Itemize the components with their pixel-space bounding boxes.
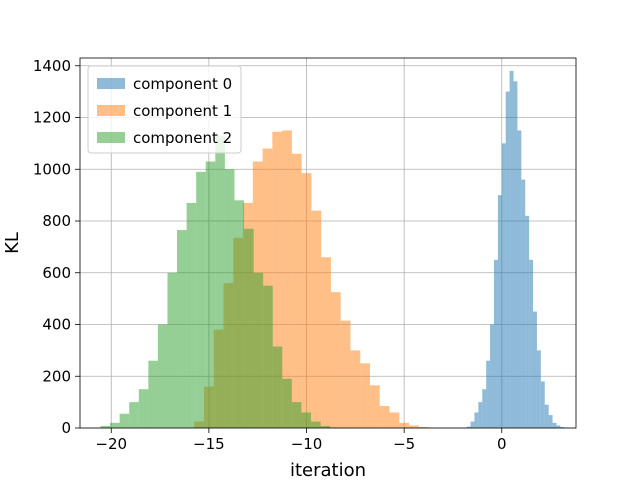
histogram-bar [186,202,197,428]
histogram-bar [505,91,510,429]
histogram-bar [497,195,502,428]
histogram-bar [167,272,178,428]
histogram-bar [282,378,292,428]
histogram-bar [263,285,273,428]
histogram-bar [379,406,390,428]
y-tick-label: 200 [42,367,71,385]
y-tick-label: 800 [42,212,71,230]
histogram-bar [369,385,380,428]
histogram-bar [470,421,475,428]
histogram-bar [301,412,312,428]
x-tick-label: 0 [497,435,507,453]
histogram-bar [501,143,506,428]
histogram-bar [556,425,561,428]
histogram-bar [552,422,557,428]
legend-swatch [97,78,125,89]
histogram-bar [482,389,487,428]
histogram-bar [110,422,120,428]
y-tick-label: 600 [42,264,71,282]
x-tick-label: −5 [393,435,415,453]
histogram-bar [389,412,400,428]
histogram-bar [533,311,537,428]
y-tick-label: 0 [61,419,71,437]
histogram-bar [490,324,494,428]
histogram-bar [148,360,158,428]
histogram-bar [177,230,187,428]
histogram-bar [311,421,321,428]
histogram-bar [272,346,283,428]
histogram-bar [525,215,530,428]
y-tick-label: 400 [42,316,71,334]
histogram-bar [205,161,216,428]
histogram-bar [513,81,518,428]
histogram-bar [224,169,235,429]
histogram-bar [282,130,292,428]
histogram-bar [544,404,549,428]
x-axis-ticks: −20 −15 −10 −5 0 [95,428,507,453]
histogram-bar [486,360,491,428]
histogram-bar [350,350,361,428]
y-axis-label: KL [2,232,23,254]
histogram-bar [196,171,206,428]
legend-label: component 1 [133,102,232,120]
histogram-bar [529,259,534,428]
legend: component 0 component 1 component 2 [87,65,242,154]
plot-frame [79,57,577,429]
histogram-bar [409,425,419,428]
histogram-bar [157,324,168,428]
y-tick-label: 1200 [33,109,71,127]
histogram-bar [493,259,498,428]
legend-swatch [97,105,125,116]
histogram-bar [360,363,370,428]
histogram-bar [215,135,225,428]
histogram-bar [234,200,245,428]
histogram-bar [340,320,351,428]
histogram-bar [311,210,322,428]
series-0-bars [466,70,569,429]
series-2-bars [100,135,340,429]
histogram-bars [100,70,569,429]
legend-label: component 0 [133,75,232,93]
legend-frame [87,65,242,154]
y-tick-label: 1400 [33,57,71,75]
histogram-bar [119,413,130,428]
histogram-bar [291,153,302,429]
histogram-bar [418,426,429,428]
histogram-bar [321,257,331,428]
histogram-bar [466,426,471,428]
histogram-bar [129,402,139,428]
histogram-bar [478,402,483,428]
histogram-bar [253,272,264,428]
histogram-bar [272,131,283,428]
histogram-bar [301,173,312,428]
histogram-bar [320,425,331,428]
histogram-bar [399,422,410,428]
histogram-bar [560,426,565,428]
x-tick-label: −10 [291,435,323,453]
histogram-bar [244,228,254,428]
histogram-bar [517,130,522,428]
legend-swatch [97,132,125,143]
legend-label: component 2 [133,129,232,147]
histogram-bar [509,70,514,428]
histogram-bar [330,292,341,428]
histogram-bar [521,179,526,428]
histogram-bar [548,415,553,428]
x-tick-label: −20 [95,435,127,453]
histogram-bar [540,381,545,428]
y-tick-label: 1000 [33,160,71,178]
x-axis-label: iteration [290,460,366,480]
histogram-bar [474,412,479,428]
y-axis-ticks: 0 200 400 600 800 1000 1200 1400 [33,57,80,437]
histogram-bar [536,350,541,428]
histogram-bar [138,389,149,428]
histogram-bar [100,425,111,428]
histogram-bar [291,402,302,428]
x-tick-label: −15 [193,435,225,453]
